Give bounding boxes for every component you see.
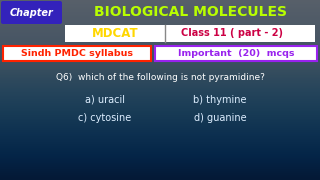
Bar [155,46,317,61]
Bar [65,25,315,42]
Text: Q6)  which of the following is not pyramidine?: Q6) which of the following is not pyrami… [56,73,264,82]
Text: Important  (20)  mcqs: Important (20) mcqs [178,49,294,58]
Text: Sindh PMDC syllabus: Sindh PMDC syllabus [21,49,133,58]
Text: c) cytosine: c) cytosine [78,113,132,123]
Text: d) guanine: d) guanine [194,113,246,123]
Text: b) thymine: b) thymine [193,95,247,105]
Text: a) uracil: a) uracil [85,95,125,105]
Text: MDCAT: MDCAT [92,27,138,40]
Text: Chapter: Chapter [10,8,53,17]
Text: BIOLOGICAL MOLECULES: BIOLOGICAL MOLECULES [93,6,286,19]
Text: Class 11 ( part - 2): Class 11 ( part - 2) [181,28,283,39]
FancyBboxPatch shape [1,1,62,24]
Bar [3,46,151,61]
